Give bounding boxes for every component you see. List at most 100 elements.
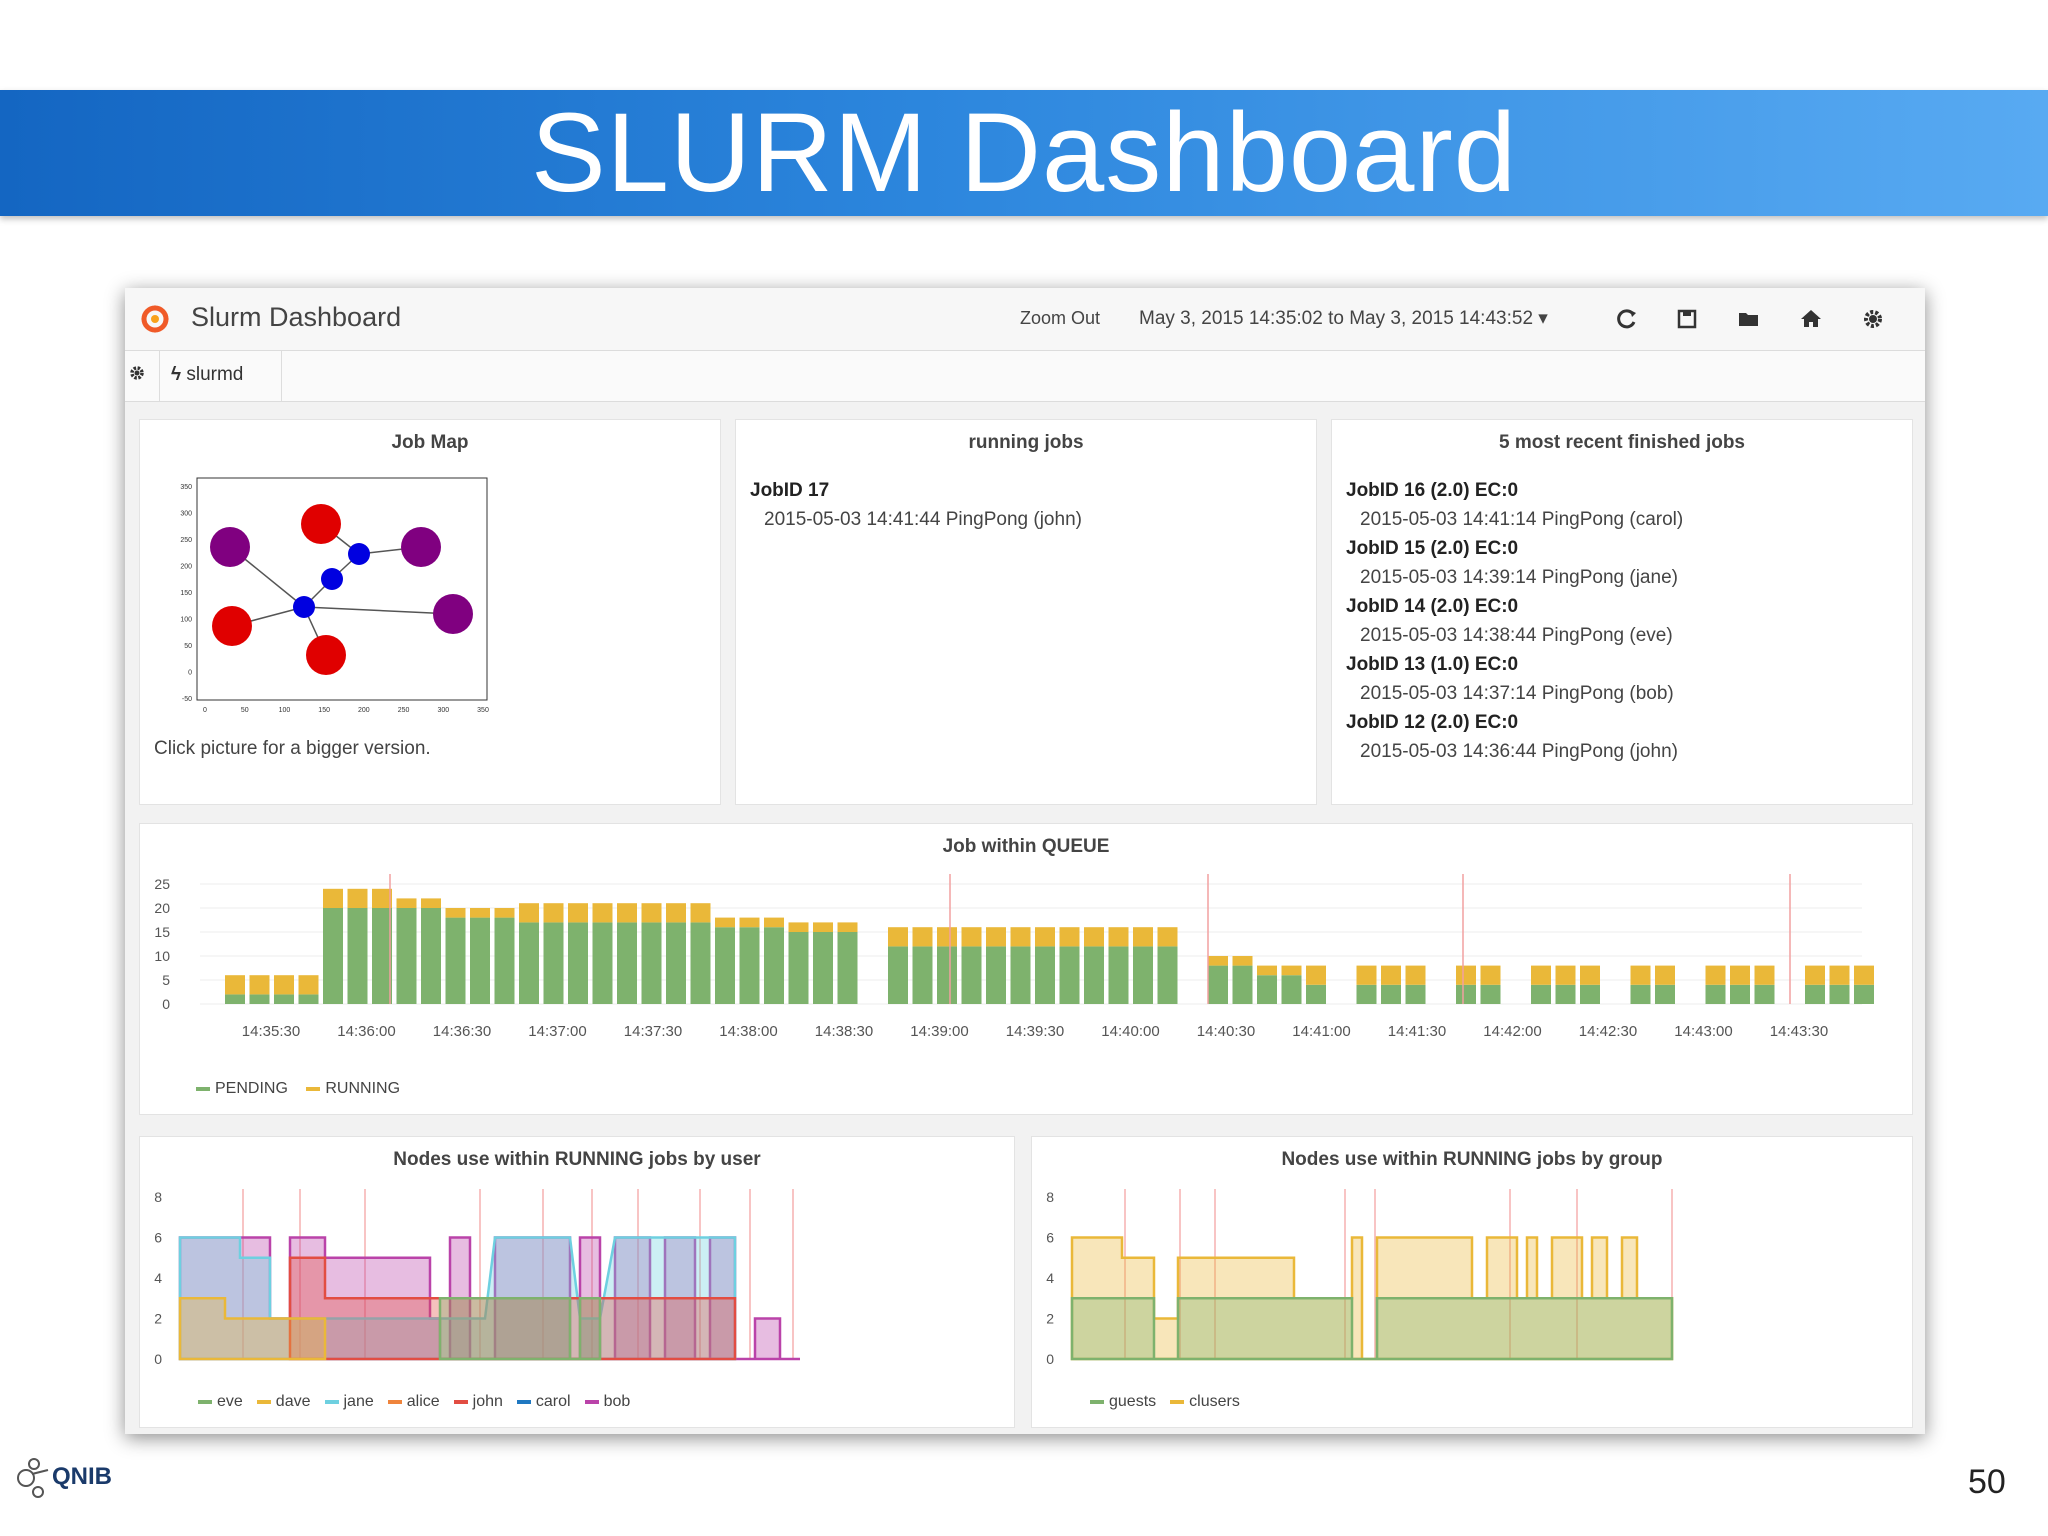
panel-title[interactable]: Job Map xyxy=(391,432,469,453)
gear-icon[interactable] xyxy=(1859,305,1887,333)
x-tick-label: 14:42 xyxy=(792,1374,830,1377)
bar-running xyxy=(1035,927,1055,947)
bar-running xyxy=(421,898,441,908)
bar-running xyxy=(617,903,637,923)
x-tick-label: 14:37:00 xyxy=(528,1023,586,1040)
bar-running xyxy=(1133,927,1153,947)
x-tick-label: 14:37:30 xyxy=(624,1023,682,1040)
user-area-chart[interactable]: 8 6 4 2 0 14:36 14:38 14:40 14:42 xyxy=(140,1177,1014,1377)
dashboard-screenshot: Slurm Dashboard Zoom Out May 3, 2015 14:… xyxy=(125,288,1925,1434)
bar-pending xyxy=(837,932,858,1004)
bar-running xyxy=(739,917,760,928)
bar-running xyxy=(961,927,982,947)
bar-pending xyxy=(470,917,490,1004)
job-map-x-tick: 350 xyxy=(477,707,489,714)
refresh-icon[interactable] xyxy=(1613,305,1641,333)
bar-running xyxy=(592,903,613,923)
job-map-y-tick: 200 xyxy=(180,564,192,571)
legend-item-carol[interactable]: carol xyxy=(516,1393,571,1411)
bar-pending xyxy=(1754,984,1775,1004)
bar-running xyxy=(1157,927,1178,947)
legend-swatch xyxy=(256,1399,271,1404)
legend-item-pending[interactable]: PENDING xyxy=(196,1080,288,1098)
job-map-y-tick: 100 xyxy=(180,617,192,624)
bar-running xyxy=(396,898,417,908)
legend-swatch xyxy=(1090,1399,1104,1404)
panel-title[interactable]: running jobs xyxy=(968,432,1084,453)
group-nodes-panel: Nodes use within RUNNING jobs by group 8… xyxy=(1031,1136,1913,1428)
bar-running xyxy=(813,922,833,932)
legend-item-bob[interactable]: bob xyxy=(584,1393,630,1411)
bar-pending xyxy=(1035,946,1055,1004)
legend-item-dave[interactable]: dave xyxy=(256,1393,311,1411)
legend-item-alice[interactable]: alice xyxy=(387,1393,440,1411)
bar-pending xyxy=(519,922,539,1004)
y-tick-label: 8 xyxy=(154,1189,162,1205)
bar-pending xyxy=(1232,965,1253,1004)
job-map-node xyxy=(306,635,346,675)
legend-swatch xyxy=(387,1399,402,1404)
row-tag-slurmd[interactable]: ϟ slurmd xyxy=(171,364,243,386)
legend-label: guests xyxy=(1109,1393,1157,1410)
bar-pending xyxy=(1580,984,1600,1004)
row-settings-gear-icon[interactable] xyxy=(127,363,147,383)
bar-running xyxy=(1730,965,1750,985)
legend-item-jane[interactable]: jane xyxy=(324,1393,374,1411)
bar-running xyxy=(1208,956,1228,966)
save-icon[interactable] xyxy=(1673,305,1701,333)
panel-title[interactable]: Job within QUEUE xyxy=(942,836,1110,857)
legend-label: alice xyxy=(406,1393,440,1410)
x-tick-label: 14:43:00 xyxy=(1674,1023,1732,1040)
bar-pending xyxy=(372,908,392,1004)
panel-title[interactable]: Nodes use within RUNNING jobs by group xyxy=(1281,1149,1663,1170)
bar-running xyxy=(1281,965,1302,976)
finished-job-detail: 2015-05-03 14:37:14 PingPong (bob) xyxy=(1360,683,1674,704)
legend-label: dave xyxy=(275,1393,311,1410)
x-tick-label: 14:36:00 xyxy=(337,1023,395,1040)
legend-swatch xyxy=(198,1399,212,1404)
x-tick-label: 14:40:00 xyxy=(1101,1023,1159,1040)
time-range-picker[interactable]: May 3, 2015 14:35:02 to May 3, 2015 14:4… xyxy=(1139,308,1548,329)
legend-item-running[interactable]: RUNNING xyxy=(306,1080,400,1098)
bar-running xyxy=(1232,956,1253,966)
job-map-x-ticks: 0 50 100 150 200 250 300 350 xyxy=(203,707,489,714)
job-map-node xyxy=(401,527,441,567)
queue-bar-chart[interactable]: 25 20 15 10 5 0 14:35:30 14:36:00 14:36:30 14:37:… xyxy=(140,864,1912,1064)
panel-title[interactable]: Nodes use within RUNNING jobs by user xyxy=(393,1149,761,1170)
bar-pending xyxy=(396,908,417,1004)
job-map-node xyxy=(293,596,315,618)
job-map-x-tick: 150 xyxy=(318,707,330,714)
grafana-logo-icon[interactable] xyxy=(139,303,171,335)
finished-job-id: JobID 13 (1.0) EC:0 xyxy=(1346,654,1519,675)
bar-running xyxy=(1854,965,1874,985)
bar-running xyxy=(1555,965,1576,985)
legend-label: jane xyxy=(343,1393,374,1410)
job-map-node xyxy=(348,543,370,565)
bar-pending xyxy=(912,946,933,1004)
legend-item-john[interactable]: john xyxy=(453,1393,503,1411)
job-map-y-tick: 150 xyxy=(180,590,192,597)
legend-item-clusers[interactable]: clusers xyxy=(1170,1393,1240,1411)
running-job-id: JobID 17 xyxy=(750,480,830,501)
bar-running xyxy=(1306,965,1326,985)
job-map-y-tick: 300 xyxy=(180,511,192,518)
dashboard-title[interactable]: Slurm Dashboard xyxy=(191,302,402,332)
bar-running xyxy=(1580,965,1600,985)
bar-pending xyxy=(1381,984,1401,1004)
job-map-node xyxy=(433,594,473,634)
legend-item-eve[interactable]: eve xyxy=(198,1393,243,1411)
bar-running xyxy=(274,975,294,995)
home-icon[interactable] xyxy=(1797,305,1825,333)
zoom-out-button[interactable]: Zoom Out xyxy=(1020,308,1101,328)
folder-icon[interactable] xyxy=(1735,305,1763,333)
job-map-graph[interactable]: 350 300 250 200 150 100 50 0 -50 0 50 100 150 200 250… xyxy=(170,472,500,722)
bar-running xyxy=(1010,927,1031,947)
bar-pending xyxy=(715,927,735,1004)
bar-pending xyxy=(888,946,908,1004)
panel-title[interactable]: 5 most recent finished jobs xyxy=(1499,432,1745,453)
legend-item-guests[interactable]: guests xyxy=(1090,1393,1156,1411)
legend-swatch xyxy=(1170,1399,1185,1404)
bar-running xyxy=(249,975,270,995)
bar-running xyxy=(641,903,662,923)
group-area-chart[interactable]: 8 6 4 2 0 14:36 14:38 14:40 14:42 xyxy=(1032,1177,1912,1377)
